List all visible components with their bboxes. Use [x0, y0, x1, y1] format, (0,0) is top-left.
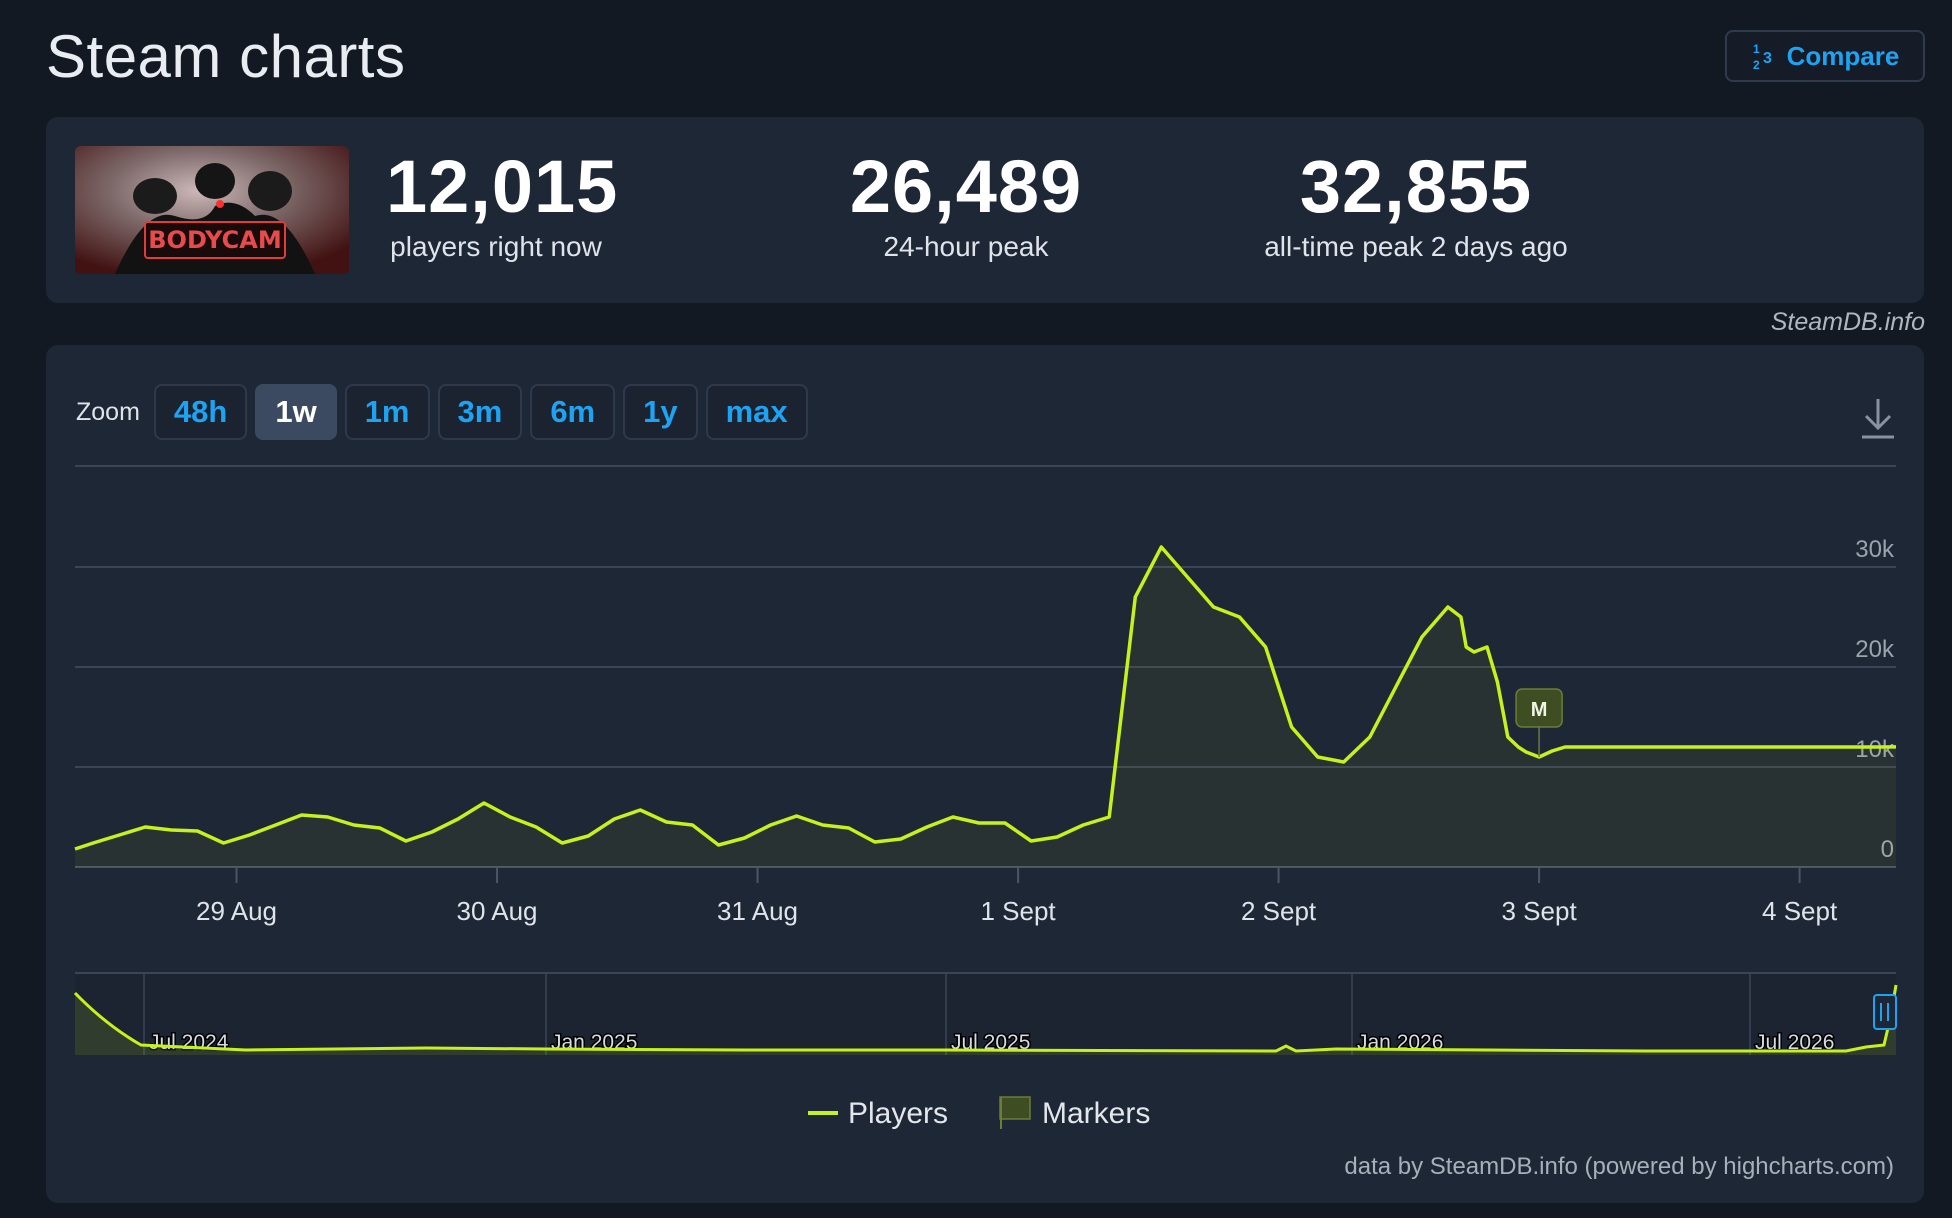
stat-value: 32,855: [1299, 145, 1533, 228]
y-tick-label: 10k: [1855, 736, 1895, 763]
x-tick-label: 31 Aug: [717, 896, 798, 926]
players-area: [75, 547, 1896, 867]
marker-label: M: [1531, 699, 1548, 721]
game-thumbnail[interactable]: BODYCAM: [75, 146, 349, 274]
zoom-1w-button[interactable]: 1w: [255, 384, 337, 440]
compare-button[interactable]: 1 2 3 Compare: [1725, 30, 1925, 82]
stat-value: 26,489: [849, 145, 1083, 228]
legend-markers-swatch: [999, 1096, 1031, 1120]
navigator-background: [75, 973, 1896, 1055]
download-icon[interactable]: [1858, 395, 1898, 441]
x-tick-label: 1 Sept: [980, 896, 1056, 926]
marker-flag: [1515, 688, 1563, 728]
navigator-label: Jan 2026: [1357, 1031, 1443, 1054]
legend-players-label: Players: [848, 1097, 948, 1130]
navigator-line: [73, 984, 1898, 1053]
y-tick-label: 0: [1881, 836, 1894, 863]
x-tick-label: 3 Sept: [1502, 896, 1578, 926]
stat-label: players right now: [390, 231, 602, 262]
compare-label: Compare: [1786, 40, 1900, 71]
y-tick-label: 20k: [1855, 636, 1895, 663]
stat-current-players: 12,015 players right now: [386, 145, 619, 263]
zoom-1m-button[interactable]: 1m: [344, 384, 430, 440]
highcharts-credit[interactable]: data by SteamDB.info (powered by highcha…: [1344, 1153, 1894, 1180]
stats-card: BODYCAM 12,015 players right now 26,489 …: [46, 117, 1924, 303]
stat-label: 24-hour peak: [883, 231, 1049, 262]
y-tick-label: 30k: [1855, 536, 1895, 563]
stat-24h-peak: 26,489 24-hour peak: [766, 147, 1166, 263]
zoom-controls: Zoom 48h 1w 1m 3m 6m 1y max: [76, 384, 808, 440]
fraction-numbers-icon: 1 2 3: [1753, 42, 1772, 71]
x-tick-label: 29 Aug: [196, 896, 277, 926]
zoom-1y-button[interactable]: 1y: [623, 384, 698, 440]
stat-label: all-time peak 2 days ago: [1264, 231, 1568, 262]
navigator-handle: [1873, 994, 1897, 1030]
chart-card: Zoom 48h 1w 1m 3m 6m 1y max 0 10k 20k 30k 29…: [46, 345, 1924, 1203]
x-tick-label: 2 Sept: [1241, 896, 1317, 926]
svg-text:2: 2: [1753, 58, 1760, 71]
legend-markers-label: Markers: [1042, 1097, 1150, 1130]
zoom-48h-button[interactable]: 48h: [153, 384, 248, 440]
stat-value: 12,015: [386, 145, 619, 228]
x-tick-label: 4 Sept: [1762, 896, 1838, 926]
players-chart[interactable]: 0 10k 20k 30k 29 Aug 30 Aug 31 Aug 1 Sept 2 Sept…: [46, 345, 1924, 1203]
players-line: [74, 545, 1897, 851]
x-tick-label: 30 Aug: [457, 896, 538, 926]
zoom-3m-button[interactable]: 3m: [437, 384, 523, 440]
zoom-label: Zoom: [76, 397, 140, 426]
zoom-6m-button[interactable]: 6m: [530, 384, 616, 440]
svg-text:3: 3: [1763, 50, 1772, 67]
stat-all-time-peak: 32,855 all-time peak 2 days ago: [1216, 147, 1616, 263]
page-title: Steam charts: [46, 23, 406, 90]
steamdb-credit[interactable]: SteamDB.info: [1770, 308, 1925, 336]
svg-text:1: 1: [1753, 42, 1760, 56]
zoom-max-button[interactable]: max: [705, 384, 808, 440]
thumbnail-title: BODYCAM: [148, 226, 281, 254]
